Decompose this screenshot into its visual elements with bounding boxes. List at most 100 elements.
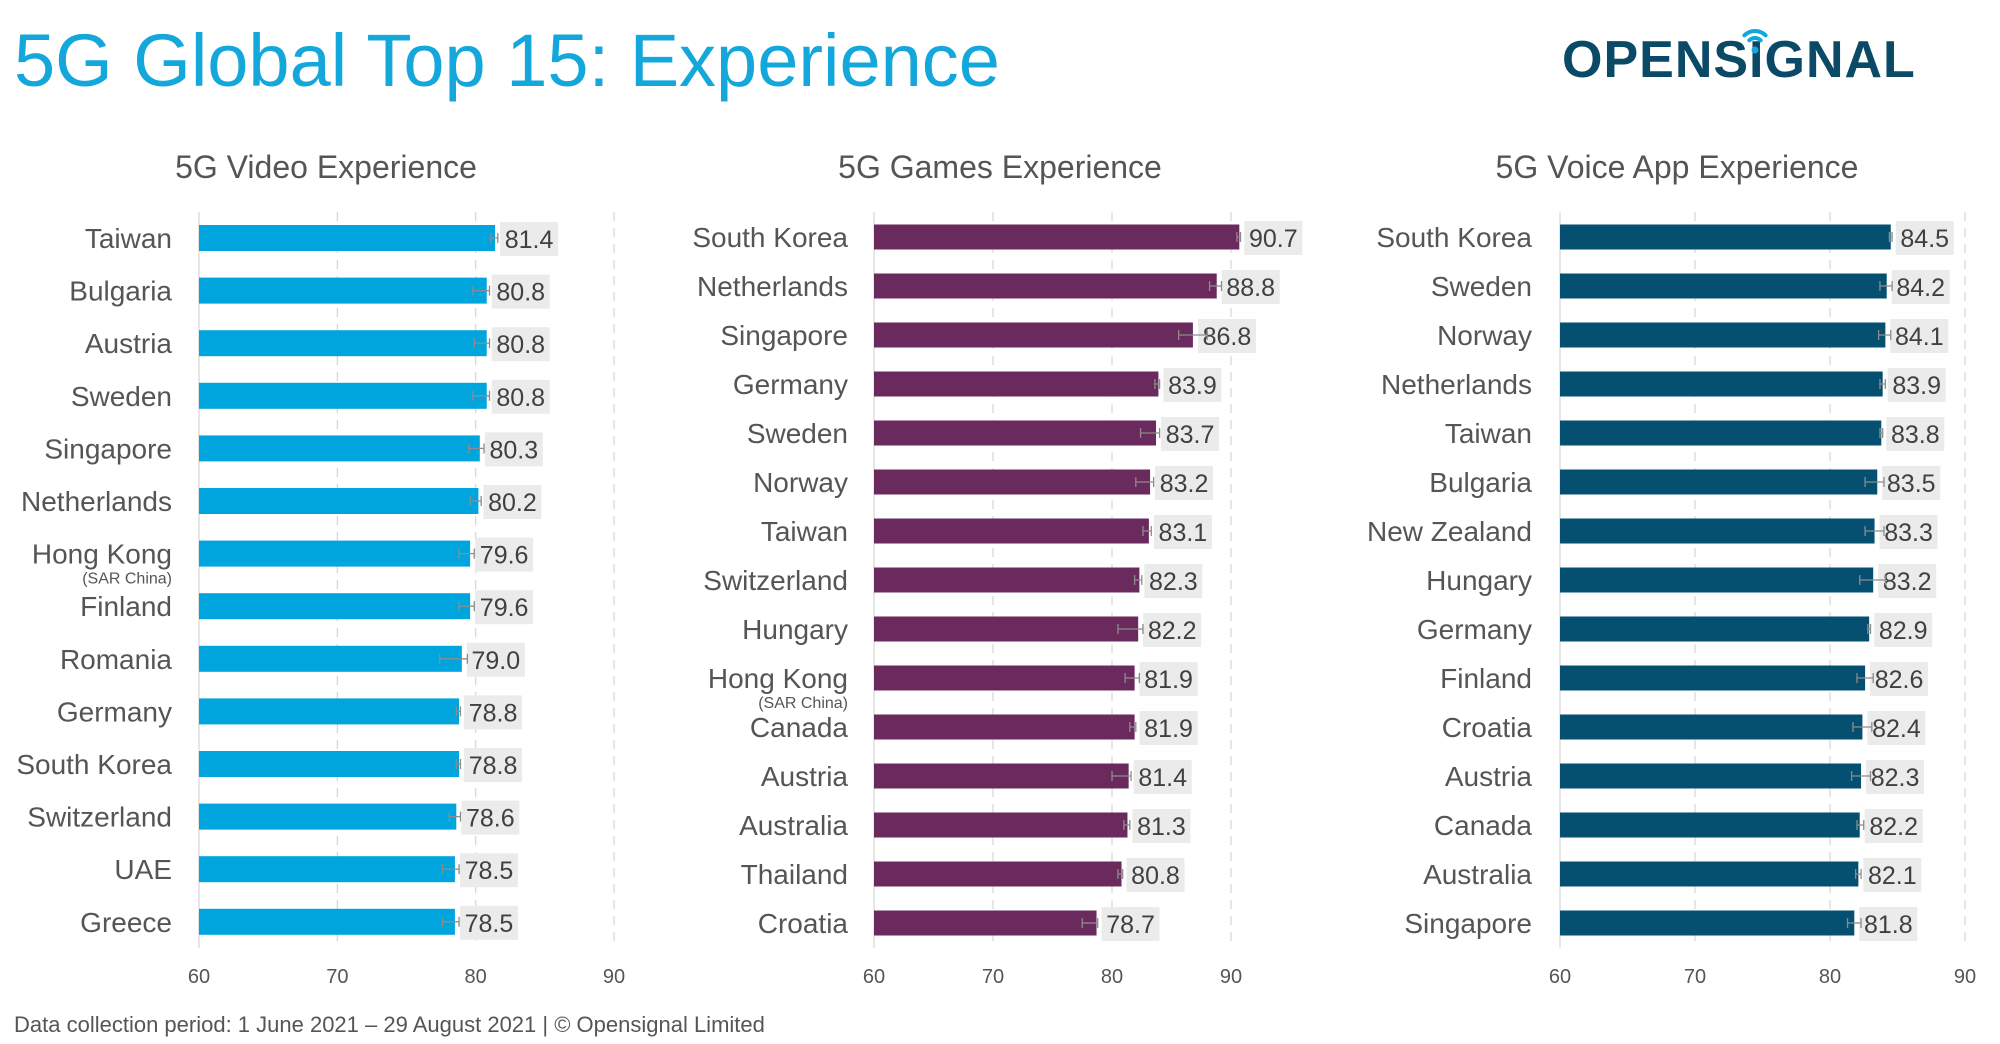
bar-row: Norway 83.2 <box>753 466 1214 500</box>
bar <box>1560 861 1859 887</box>
footer-note: Data collection period: 1 June 2021 – 29… <box>14 1012 765 1037</box>
value-label-bg <box>1887 368 1946 402</box>
value-label-bg <box>1132 809 1191 843</box>
bar <box>874 714 1135 740</box>
category-label: Switzerland <box>703 565 848 596</box>
value-label-bg <box>464 748 523 782</box>
category-label: Singapore <box>1404 908 1532 939</box>
bar-row: Switzerland 82.3 <box>703 564 1203 598</box>
value-label: 80.3 <box>489 436 538 464</box>
value-label-bg <box>1221 270 1280 304</box>
bar <box>874 224 1240 250</box>
category-label: Norway <box>1437 320 1532 351</box>
x-tick-label: 90 <box>1954 966 1976 988</box>
bar-row: UAE 78.5 <box>114 853 518 888</box>
bar-row: Thailand 80.8 <box>741 858 1185 892</box>
error-bar <box>1133 575 1143 585</box>
wifi-signal-icon <box>1742 29 1768 54</box>
value-label: 80.8 <box>1131 862 1180 890</box>
bar-row: Sweden 83.7 <box>747 417 1220 451</box>
value-label: 83.5 <box>1887 470 1936 498</box>
error-bar <box>441 864 460 875</box>
category-label: Sweden <box>747 418 848 449</box>
error-bar <box>1123 820 1131 830</box>
x-tick-label: 70 <box>326 966 348 988</box>
bar <box>199 645 462 672</box>
category-label: South Korea <box>1376 222 1532 253</box>
bar-row: Sweden 80.8 <box>71 379 550 414</box>
bar-row: Croatia 82.4 <box>1442 711 1926 745</box>
value-label-bg <box>1891 270 1950 304</box>
value-label-bg <box>491 327 550 362</box>
value-label-bg <box>1895 221 1954 255</box>
bar <box>874 910 1097 936</box>
bar-row: Singapore 86.8 <box>720 319 1256 353</box>
bar-row: Netherlands 83.9 <box>1381 368 1946 402</box>
error-bar <box>455 759 462 769</box>
category-label: Croatia <box>1442 712 1533 743</box>
value-label: 82.1 <box>1868 862 1917 890</box>
error-bar <box>1867 624 1872 634</box>
bar <box>1560 322 1886 348</box>
bar-row: Hungary 83.2 <box>1426 564 1937 598</box>
category-label: Netherlands <box>1381 369 1532 400</box>
bar-row: Norway 84.1 <box>1437 319 1949 353</box>
category-label: Germany <box>57 696 172 727</box>
bar-row: Greece 78.5 <box>80 905 518 940</box>
error-bar <box>458 601 475 612</box>
bar <box>199 277 487 304</box>
error-bar <box>1081 918 1099 928</box>
x-tick-label: 80 <box>1819 966 1841 988</box>
value-label: 84.5 <box>1900 225 1949 253</box>
value-label-bg <box>1139 711 1198 745</box>
bar <box>874 812 1128 838</box>
value-label: 83.2 <box>1160 470 1209 498</box>
bar-row: South Korea 78.8 <box>16 748 523 782</box>
value-label: 81.4 <box>505 226 554 254</box>
category-label: Canada <box>750 712 849 743</box>
category-label: Canada <box>1434 810 1533 841</box>
error-bar <box>1117 869 1124 879</box>
x-tick-label: 60 <box>188 966 210 988</box>
category-label: Sweden <box>71 381 172 412</box>
error-bar <box>1117 624 1144 634</box>
bar <box>1560 371 1883 397</box>
error-bar <box>439 653 469 664</box>
value-label-bg <box>475 590 534 625</box>
value-label: 83.1 <box>1159 519 1208 547</box>
bar <box>199 488 479 514</box>
x-tick-label: 90 <box>1220 966 1242 988</box>
bar <box>1560 518 1875 544</box>
error-bar <box>490 233 499 243</box>
error-bar <box>1139 428 1161 438</box>
bar-row: Germany 78.8 <box>57 695 523 730</box>
value-label-bg <box>464 695 523 730</box>
error-bar <box>441 916 460 927</box>
page-title: 5G Global Top 15: Experience <box>14 19 1000 102</box>
value-label: 86.8 <box>1203 323 1252 351</box>
value-label-bg <box>1126 858 1185 892</box>
value-label-bg <box>1133 760 1192 794</box>
value-label-bg <box>1870 662 1929 696</box>
error-bar <box>1855 869 1862 879</box>
bar-row: Canada 82.2 <box>1434 809 1923 843</box>
signal-arc <box>1742 29 1768 38</box>
category-label: Netherlands <box>21 486 172 517</box>
bar <box>199 856 455 883</box>
category-label: Finland <box>80 591 172 622</box>
bar <box>874 469 1151 495</box>
x-tick-label: 60 <box>1549 966 1571 988</box>
bar <box>199 908 455 935</box>
signal-arc <box>1747 36 1763 43</box>
bar <box>1560 224 1891 250</box>
value-label: 82.2 <box>1869 813 1918 841</box>
x-tick-label: 80 <box>1101 966 1123 988</box>
bar <box>1560 812 1860 838</box>
category-label: Germany <box>1417 614 1532 645</box>
value-label-bg <box>1163 368 1222 402</box>
bar-row: Taiwan 83.1 <box>761 515 1212 549</box>
value-label-bg <box>466 642 525 677</box>
value-label-bg <box>1144 564 1203 598</box>
value-label: 81.3 <box>1137 813 1186 841</box>
bar-row: New Zealand 83.3 <box>1367 515 1938 549</box>
